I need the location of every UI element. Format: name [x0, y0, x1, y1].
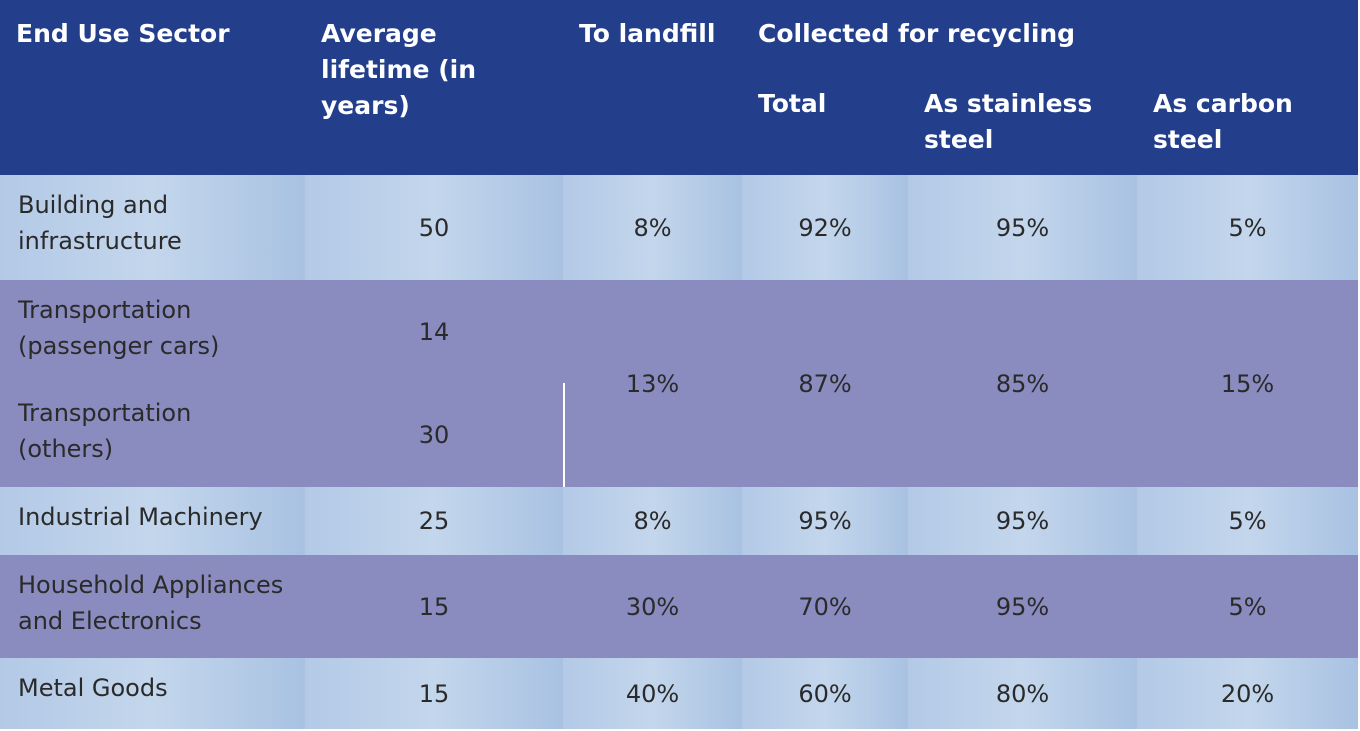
value-cell: 5%	[1137, 555, 1360, 660]
header-group-cell: Collected for recycling	[742, 0, 1360, 72]
sector-cell: Industrial Machinery	[0, 487, 307, 557]
header-cell: To landfill	[563, 0, 744, 177]
value-cell: 14	[305, 280, 565, 385]
value-cell: 70%	[742, 555, 910, 660]
value-cell: 25	[305, 487, 565, 557]
value-cell: 87%	[742, 280, 910, 489]
value-cell: 8%	[563, 487, 744, 557]
sector-cell: Household Appliances and Electronics	[0, 555, 307, 660]
value-cell: 20%	[1137, 658, 1360, 731]
value-cell: 30	[305, 383, 565, 489]
header-cell: As carbon steel	[1137, 70, 1360, 177]
header-cell: Average lifetime (in years)	[305, 0, 565, 177]
value-cell: 92%	[742, 175, 910, 282]
sector-cell: Transportation (passenger cars)	[0, 280, 307, 385]
value-cell: 95%	[742, 487, 910, 557]
header-cell: Total	[742, 70, 910, 177]
value-cell: 5%	[1137, 487, 1360, 557]
value-cell: 15%	[1137, 280, 1360, 489]
value-cell: 15	[305, 658, 565, 731]
value-cell: 80%	[908, 658, 1139, 731]
value-cell: 95%	[908, 487, 1139, 557]
header-cell: As stainless steel	[908, 70, 1139, 177]
value-cell: 5%	[1137, 175, 1360, 282]
value-cell: 30%	[563, 555, 744, 660]
value-cell: 85%	[908, 280, 1139, 489]
sector-cell: Building and infrastructure	[0, 175, 307, 282]
value-cell: 40%	[563, 658, 744, 731]
value-cell: 95%	[908, 555, 1139, 660]
value-cell: 8%	[563, 175, 744, 282]
value-cell: 60%	[742, 658, 910, 731]
value-cell: 50	[305, 175, 565, 282]
sector-cell: Transportation (others)	[0, 383, 307, 489]
value-cell: 15	[305, 555, 565, 660]
sector-cell: Metal Goods	[0, 658, 307, 731]
header-cell: End Use Sector	[0, 0, 307, 177]
value-cell: 95%	[908, 175, 1139, 282]
value-cell: 13%	[563, 280, 744, 489]
